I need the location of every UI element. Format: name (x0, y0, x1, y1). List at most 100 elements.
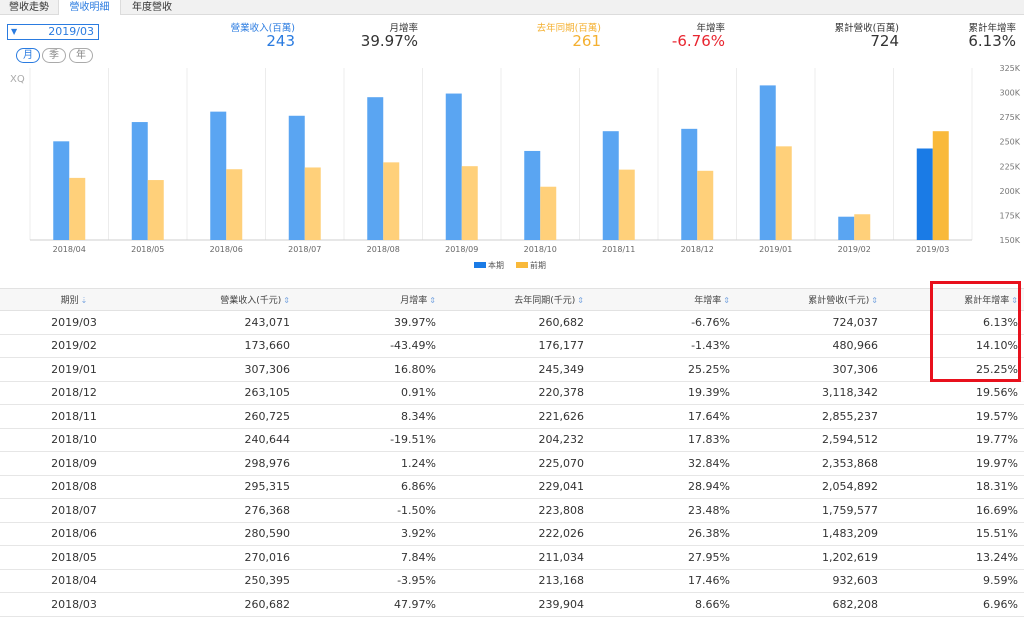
column-header[interactable]: 期別 ⇣ (0, 288, 148, 311)
table-row: 2018/10 240,644 -19.51% 204,232 17.83% 2,594,… (0, 428, 1024, 452)
bar-current (131, 122, 148, 240)
summary-value: 261 (572, 32, 601, 50)
column-header-label: 累計年增率 (964, 296, 1010, 306)
sort-icon[interactable]: ⇕ (283, 296, 290, 305)
dropdown-arrow-icon: ▼ (11, 27, 18, 36)
table-cell: 932,603 (736, 569, 884, 593)
summary-value: 39.97% (360, 32, 418, 50)
table-cell: 0.91% (296, 381, 442, 405)
table-cell: 7.84% (296, 545, 442, 570)
revenue-bar-chart: 150K 175K 200K 225K 250K 275K 300K 325K 2018/04 2… (29, 64, 1021, 270)
table-cell: 32.84% (590, 451, 736, 476)
bar-prior (854, 214, 871, 240)
bar-prior (540, 186, 557, 240)
table-cell: 2018/08 (0, 475, 148, 499)
table-cell: -6.76% (590, 310, 736, 335)
table-cell: 8.66% (590, 592, 736, 617)
table-cell: 19.97% (884, 451, 1024, 476)
table-cell: -43.49% (296, 334, 442, 358)
bar-current (759, 85, 776, 240)
column-header[interactable]: 去年同期(千元) ⇕ (442, 288, 590, 311)
summary-value: -6.76% (671, 32, 725, 50)
table-cell: 2,594,512 (736, 428, 884, 452)
bar-prior (775, 146, 792, 240)
bar-prior (304, 167, 321, 240)
table-cell: 724,037 (736, 310, 884, 335)
period-pill-year[interactable]: 年 (69, 48, 93, 63)
bar-current (602, 131, 619, 240)
bar-current (210, 111, 227, 240)
period-pill-quarter[interactable]: 季 (42, 48, 66, 63)
table-cell: 27.95% (590, 545, 736, 570)
table-cell: 2018/12 (0, 381, 148, 405)
table-cell: 222,026 (442, 522, 590, 546)
chart-watermark: XQ (10, 74, 25, 85)
sort-icon[interactable]: ⇣ (80, 296, 88, 305)
table-cell: 6.86% (296, 475, 442, 499)
table-cell: 225,070 (442, 451, 590, 476)
table-row: 2018/03 260,682 47.97% 239,904 8.66% 682,208 6… (0, 592, 1024, 617)
sort-icon[interactable]: ⇕ (723, 296, 730, 305)
period-select[interactable]: ▼ 2019/03 (7, 24, 99, 40)
tab-annual-revenue[interactable]: 年度營收 (132, 2, 172, 13)
table-cell: 211,034 (442, 545, 590, 570)
table-header-row: 期別 ⇣ 營業收入(千元) ⇕ 月增率 ⇕ 去年同期(千元) ⇕ 年增率 ⇕ 累計營收(千元) ⇕ 累計… (0, 288, 1024, 311)
table-cell: 295,315 (148, 475, 296, 499)
x-tick-label: 2018/06 (210, 245, 243, 254)
x-tick-label: 2018/08 (367, 245, 400, 254)
table-cell: 17.46% (590, 569, 736, 593)
bar-prior (461, 166, 478, 240)
table-cell: 14.10% (884, 334, 1024, 358)
y-tick-label: 175K (999, 211, 1020, 220)
tab-revenue-detail[interactable]: 營收明細 (58, 0, 121, 15)
y-tick-label: 200K (999, 187, 1020, 196)
x-tick-label: 2019/01 (759, 245, 792, 254)
table-cell: 229,041 (442, 475, 590, 499)
table-cell: 39.97% (296, 310, 442, 335)
table-cell: 480,966 (736, 334, 884, 358)
sort-icon[interactable]: ⇕ (1011, 296, 1018, 305)
y-tick-label: 225K (999, 162, 1020, 171)
table-cell: 260,682 (148, 592, 296, 617)
table-cell: 2019/01 (0, 357, 148, 382)
bar-current (367, 97, 384, 240)
bar-prior (932, 131, 949, 240)
x-tick-label: 2018/10 (524, 245, 557, 254)
column-header[interactable]: 營業收入(千元) ⇕ (148, 288, 296, 311)
summary-label: 年增率 (696, 23, 725, 34)
column-header-label: 營業收入(千元) (220, 296, 282, 306)
sort-icon[interactable]: ⇕ (871, 296, 878, 305)
column-header[interactable]: 累計營收(千元) ⇕ (736, 288, 884, 311)
bar-prior (618, 169, 635, 240)
table-cell: 270,016 (148, 545, 296, 570)
table-cell: 2018/11 (0, 404, 148, 429)
table-cell: 17.64% (590, 404, 736, 429)
table-cell: 240,644 (148, 428, 296, 452)
column-header[interactable]: 累計年增率 ⇕ (884, 288, 1024, 311)
table-cell: 280,590 (148, 522, 296, 546)
table-cell: 223,808 (442, 498, 590, 523)
table-cell: 28.94% (590, 475, 736, 499)
table-cell: 6.13% (884, 310, 1024, 335)
period-pill-month[interactable]: 月 (16, 48, 40, 63)
sort-icon[interactable]: ⇕ (429, 296, 436, 305)
bar-current (524, 150, 541, 240)
legend-label: 本期 (488, 260, 504, 270)
bar-current (681, 128, 698, 240)
table-cell: 2,353,868 (736, 451, 884, 476)
tab-revenue-trend[interactable]: 營收走勢 (9, 2, 49, 13)
table-cell: 220,378 (442, 381, 590, 405)
table-cell: 2019/03 (0, 310, 148, 335)
table-cell: 19.77% (884, 428, 1024, 452)
table-cell: 263,105 (148, 381, 296, 405)
x-tick-label: 2019/02 (838, 245, 871, 254)
column-header[interactable]: 年增率 ⇕ (590, 288, 736, 311)
bar-current (916, 148, 933, 240)
table-cell: 8.34% (296, 404, 442, 429)
column-header[interactable]: 月增率 ⇕ (296, 288, 442, 311)
table-row: 2018/09 298,976 1.24% 225,070 32.84% 2,353,86… (0, 451, 1024, 476)
table-cell: -3.95% (296, 569, 442, 593)
x-tick-label: 2018/05 (131, 245, 164, 254)
sort-icon[interactable]: ⇕ (577, 296, 584, 305)
table-cell: 2,054,892 (736, 475, 884, 499)
